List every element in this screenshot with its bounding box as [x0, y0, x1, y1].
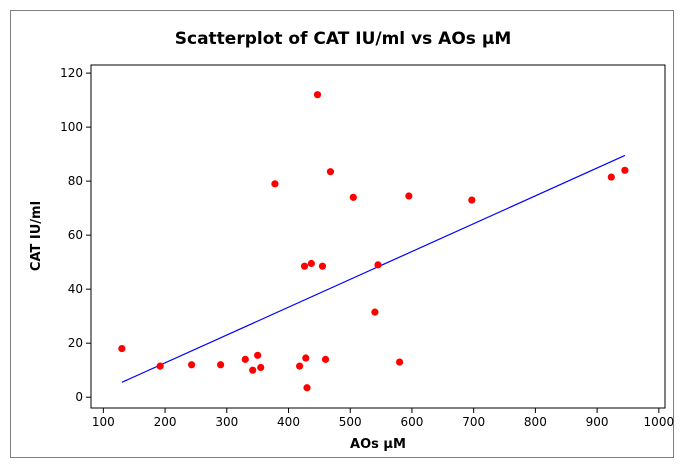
chart-title: Scatterplot of CAT IU/ml vs AOs μM [175, 29, 512, 49]
x-tick-label: 600 [400, 415, 423, 429]
data-point [349, 193, 357, 201]
data-point [249, 366, 257, 374]
data-point [257, 363, 265, 372]
plot-area [90, 64, 666, 409]
regression-line-layer [121, 154, 626, 383]
x-tick-label: 200 [154, 415, 177, 429]
x-tick-label: 500 [339, 415, 362, 429]
x-axis: 100 200 300 400 500 600 700 800 900 1000 [92, 408, 674, 429]
data-point [607, 173, 615, 181]
x-tick-label: 900 [586, 415, 609, 429]
data-point [302, 354, 310, 362]
data-point [303, 384, 311, 392]
data-point [307, 259, 315, 268]
data-point [271, 180, 279, 188]
data-point [371, 308, 379, 316]
data-point [326, 168, 335, 176]
data-point [396, 358, 404, 366]
y-tick-label: 0 [75, 390, 83, 404]
data-point [468, 196, 476, 204]
data-point [217, 361, 225, 369]
x-tick-label: 1000 [644, 415, 675, 429]
x-tick-label: 100 [92, 415, 115, 429]
regression-line [121, 154, 626, 383]
x-tick-label: 400 [277, 415, 300, 429]
data-point [405, 192, 413, 200]
y-tick-label: 60 [68, 228, 83, 242]
y-tick-label: 80 [68, 174, 83, 188]
scatter-points [118, 91, 629, 392]
data-point [188, 361, 196, 369]
data-point [118, 344, 126, 353]
y-tick-label: 20 [68, 336, 83, 350]
data-point [156, 362, 164, 370]
data-point [318, 262, 327, 270]
y-axis: 0 20 40 60 80 100 120 [60, 66, 91, 404]
data-point [296, 362, 304, 370]
data-point [313, 91, 322, 99]
y-tick-label: 100 [60, 120, 83, 134]
data-point [321, 355, 330, 363]
x-tick-label: 800 [524, 415, 547, 429]
data-point [241, 355, 249, 363]
data-point [621, 166, 629, 174]
y-tick-label: 120 [60, 66, 83, 80]
y-axis-label: CAT IU/ml [29, 201, 44, 271]
x-tick-label: 300 [215, 415, 238, 429]
data-point [300, 262, 309, 270]
chart-outer-border [10, 10, 674, 458]
data-point [254, 351, 262, 359]
x-tick-label: 700 [462, 415, 485, 429]
data-point [374, 261, 382, 269]
x-axis-label: AOs μM [350, 437, 406, 452]
y-tick-label: 40 [68, 282, 83, 296]
